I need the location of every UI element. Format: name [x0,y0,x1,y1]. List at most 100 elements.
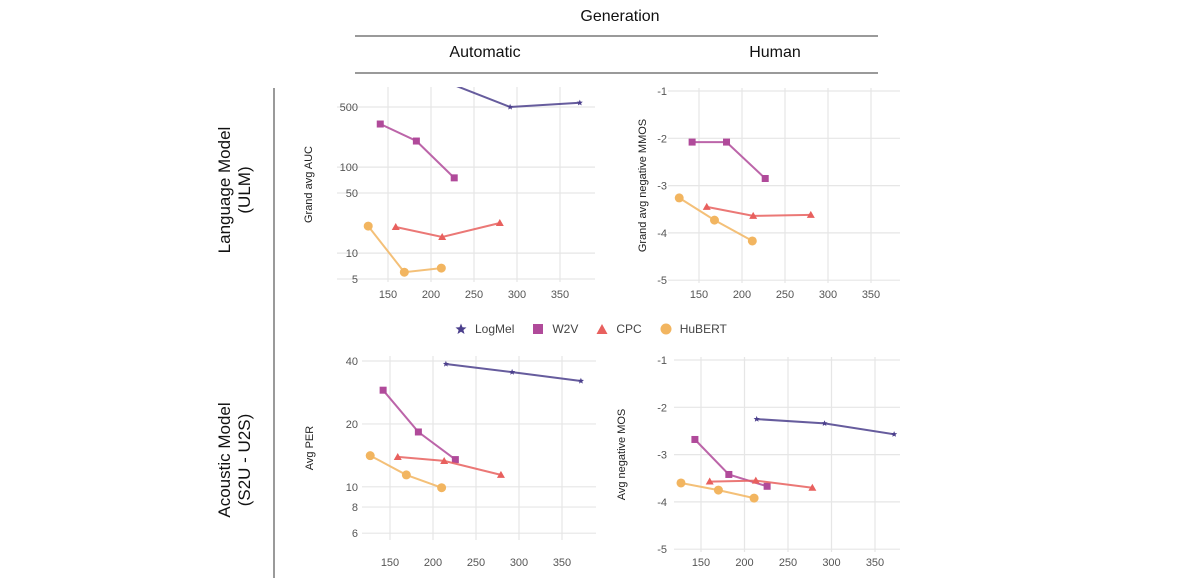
y-tick-label: 8 [352,502,358,514]
y-axis-label: Grand avg AUC [303,146,315,223]
y-tick-label: 50 [346,188,358,200]
x-tick-label: 200 [733,289,751,301]
x-tick-label: 200 [735,557,753,569]
x-tick-label: 150 [381,557,399,569]
y-axis-label: Avg PER [304,426,316,470]
data-point-logmel [509,368,516,375]
series-line-w2v [379,123,455,179]
rows-rule [273,88,275,578]
x-tick-label: 250 [467,557,485,569]
data-point-cpc [705,477,714,485]
generation-title: Generation [580,8,660,25]
legend-item-hubert: HuBERT [660,322,727,336]
y-tick-label: 5 [352,274,358,286]
x-tick-label: 350 [553,557,571,569]
data-point-hubert [674,193,684,203]
data-point-w2v [451,456,459,464]
x-tick-label: 300 [819,289,837,301]
y-tick-label: 500 [340,102,358,114]
y-tick-label: -5 [657,544,667,556]
legend: LogMel W2V CPC HuBERT [455,322,745,336]
y-tick-label: 100 [340,162,358,174]
square-icon [532,323,544,335]
data-point-logmel [891,431,898,437]
data-point-w2v [763,482,771,490]
legend-label-logmel: LogMel [475,322,515,336]
chart-ulm-automatic: 5 10 50 100 500 150 200 250 300 350 Grand avg AUC [303,78,595,301]
y-tick-label: -2 [657,402,667,414]
x-tick-label: 150 [690,289,708,301]
data-point-hubert [401,470,411,480]
legend-label-hubert: HuBERT [679,322,727,336]
data-point-cpc [702,202,711,210]
series-line-cpc [706,205,811,217]
data-point-w2v [414,428,422,436]
data-point-w2v [691,435,699,443]
series-group [676,415,898,503]
chart-ulm-human: -5 -4 -3 -2 -1 150 200 250 300 350 Grand avg negat… [637,86,900,301]
y-tick-label: -2 [657,133,667,145]
data-point-w2v [725,470,733,478]
chart-am-automatic: 6 8 10 20 40 150 200 250 300 350 Avg PER [304,356,596,569]
legend-item-logmel: LogMel [455,322,514,336]
data-point-logmel [821,420,828,426]
data-point-w2v [379,386,387,394]
data-point-hubert [749,493,759,503]
data-point-hubert [363,221,373,231]
data-point-cpc [751,476,760,484]
chart-am-human: -5 -4 -3 -2 -1 150 200 250 300 350 Avg negative MO… [616,355,900,569]
x-tick-label: 250 [465,289,483,301]
y-tick-label: -3 [657,450,667,462]
data-point-w2v [688,138,696,146]
x-tick-label: 150 [692,557,710,569]
data-point-cpc [749,211,758,219]
circle-icon [660,323,672,335]
y-tick-label: -3 [657,181,667,193]
data-point-hubert [437,483,447,493]
data-point-cpc [808,483,817,491]
data-point-cpc [438,232,447,240]
x-tick-label: 150 [379,289,397,301]
columns-rule [355,72,878,74]
data-point-w2v [450,174,458,182]
generation-rule [355,35,878,37]
series-line-w2v [692,141,766,180]
legend-item-cpc: CPC [596,322,642,336]
data-point-w2v [723,138,731,146]
data-point-cpc [393,452,402,460]
series-line-hubert [367,225,442,274]
series-group [674,138,815,246]
data-point-cpc [440,456,449,464]
data-point-w2v [412,137,420,145]
y-tick-label: -4 [657,497,667,509]
data-point-logmel [441,78,447,84]
x-tick-label: 350 [862,289,880,301]
data-point-logmel [507,103,514,110]
y-tick-label: 6 [352,528,358,540]
data-point-hubert [709,215,719,225]
data-point-w2v [761,175,769,183]
series-group [365,360,584,493]
legend-label-w2v: W2V [552,322,579,336]
y-tick-label: 10 [346,482,358,494]
series-group [363,78,583,277]
y-axis-label: Grand avg negative MMOS [637,119,649,252]
legend-item-w2v: W2V [532,322,578,336]
data-point-cpc [496,470,505,478]
data-point-cpc [391,223,400,231]
series-line-cpc [397,455,502,476]
data-point-logmel [753,415,760,422]
y-tick-label: 20 [346,419,358,431]
column-label-human: Human [749,44,801,61]
data-point-hubert [436,263,446,273]
data-point-logmel [577,377,584,384]
x-tick-label: 250 [776,289,794,301]
x-tick-label: 300 [508,289,526,301]
data-point-hubert [676,478,686,488]
data-point-logmel [576,99,583,106]
data-point-hubert [365,451,375,461]
y-axis-label: Avg negative MOS [616,409,628,501]
y-tick-label: -1 [657,86,667,98]
series-line-cpc [395,222,501,239]
